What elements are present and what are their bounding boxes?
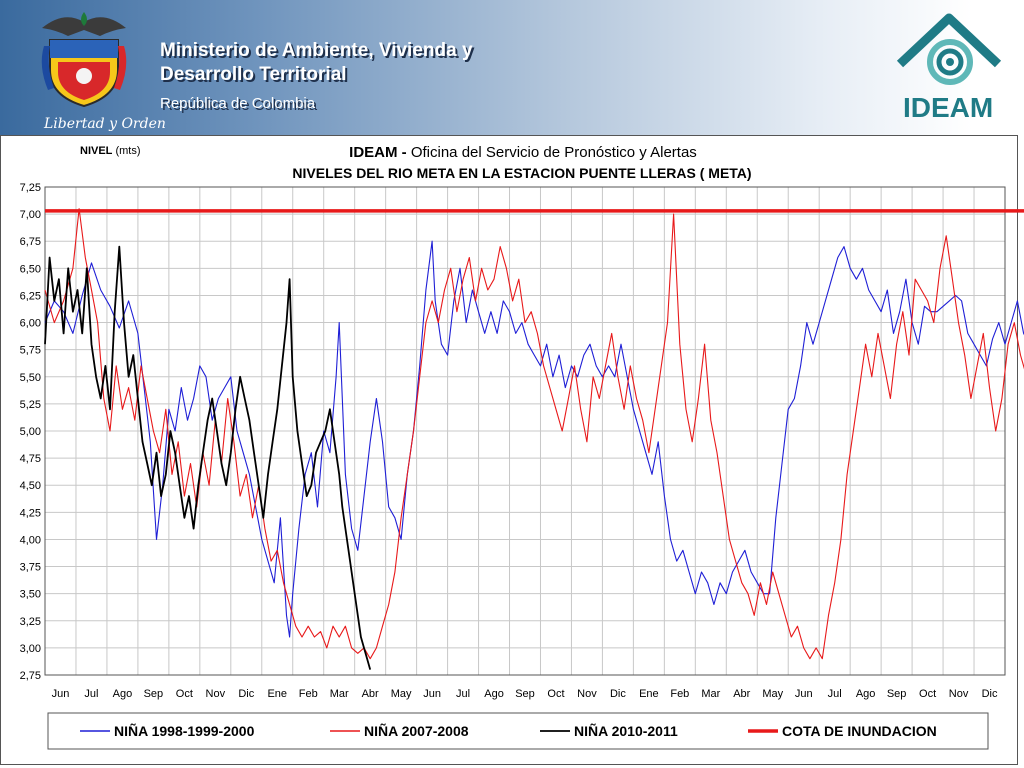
x-tick-label: Nov (577, 688, 597, 700)
y-tick-label: 2,75 (20, 670, 41, 682)
series-line-1 (44, 240, 1024, 638)
legend-label: NIÑA 2007-2008 (364, 722, 469, 739)
y-tick-label: 5,25 (20, 399, 41, 411)
x-tick-label: Ago (484, 688, 504, 700)
x-tick-label: Sep (887, 688, 907, 700)
x-tick-label: Sep (144, 688, 164, 700)
legend: NIÑA 1998-1999-2000 NIÑA 2007-2008 NIÑA 20… (80, 722, 937, 739)
y-tick-labels: 7,25 7,00 6,75 6,50 6,25 6,00 5,75 5,50 5,25 5,00… (20, 182, 41, 682)
header-banner: Ministerio de Ambiente, Vivienda y Desar… (0, 0, 1024, 135)
legend-box (47, 712, 989, 750)
ministry-name-line-1: Ministerio de Ambiente, Vivienda y (160, 40, 473, 61)
y-tick-label: 5,50 (20, 372, 41, 384)
y-tick-label: 4,25 (20, 507, 41, 519)
country-name: República de Colombia (160, 95, 316, 112)
y-tick-label: 4,50 (20, 480, 41, 492)
ministry-name-line-2: Desarrollo Territorial (160, 64, 347, 85)
y-tick-label: 3,25 (20, 616, 41, 628)
x-tick-label: Jul (84, 688, 98, 700)
x-tick-label: May (391, 688, 412, 700)
legend-label: NIÑA 2010-2011 (574, 722, 678, 739)
x-tick-label: Ene (267, 688, 287, 700)
x-tick-label: Mar (701, 688, 720, 700)
x-tick-label: Abr (362, 688, 379, 700)
y-tick-label: 7,00 (20, 209, 41, 221)
y-tick-label: 6,00 (20, 318, 41, 330)
x-tick-label: Jun (52, 688, 70, 700)
x-tick-label: Oct (176, 688, 193, 700)
y-tick-label: 3,50 (20, 589, 41, 601)
y-tick-label: 4,75 (20, 453, 41, 465)
y-tick-label: 4,00 (20, 534, 41, 546)
y-tick-label: 6,25 (20, 290, 41, 302)
colombia-coat-of-arms-icon (41, 12, 127, 108)
ideam-logo-icon (896, 13, 1002, 85)
series-line-2 (44, 208, 1024, 660)
x-tick-label: Jul (828, 688, 842, 700)
x-tick-label: Ene (639, 688, 659, 700)
x-tick-label: Jul (456, 688, 470, 700)
x-tick-label: Mar (330, 688, 349, 700)
x-tick-label: Nov (206, 688, 226, 700)
x-tick-label: Sep (515, 688, 535, 700)
x-tick-label: Feb (299, 688, 318, 700)
chart-subtitle: NIVELES DEL RIO META EN LA ESTACION PUEN… (292, 165, 751, 181)
motto-text: Libertad y Orden (44, 116, 166, 132)
x-tick-label: Jun (795, 688, 813, 700)
x-tick-label: Oct (547, 688, 564, 700)
y-tick-label: 7,25 (20, 182, 41, 194)
y-tick-label: 6,75 (20, 236, 41, 248)
chart-title: IDEAM - Oficina del Servicio de Pronósti… (349, 144, 697, 161)
x-tick-label: Oct (919, 688, 936, 700)
x-tick-label: Ago (856, 688, 876, 700)
x-tick-labels: Jun Jul Ago Sep Oct Nov Dic Ene Feb Mar Abr May Jun J… (52, 688, 998, 700)
y-tick-label: 6,50 (20, 263, 41, 275)
y-tick-label: 3,75 (20, 562, 41, 574)
gridlines (45, 187, 1005, 675)
x-tick-label: May (762, 688, 783, 700)
x-tick-label: Ago (113, 688, 133, 700)
plot-area (44, 186, 1006, 676)
series-line-3 (44, 245, 372, 670)
x-tick-label: Dic (610, 688, 626, 700)
x-tick-label: Nov (949, 688, 969, 700)
y-axis-label: NIVEL (mts) (80, 145, 141, 157)
x-tick-label: Jun (423, 688, 441, 700)
legend-label: NIÑA 1998-1999-2000 (114, 722, 255, 739)
x-tick-label: Abr (733, 688, 750, 700)
y-tick-label: 5,75 (20, 345, 41, 357)
x-tick-label: Dic (982, 688, 998, 700)
x-tick-label: Feb (670, 688, 689, 700)
x-tick-label: Dic (238, 688, 254, 700)
y-tick-label: 5,00 (20, 426, 41, 438)
series-lines (44, 208, 1024, 670)
legend-label: COTA DE INUNDACION (782, 723, 937, 739)
y-tick-label: 3,00 (20, 643, 41, 655)
ideam-logo-text: IDEAM (903, 92, 994, 123)
